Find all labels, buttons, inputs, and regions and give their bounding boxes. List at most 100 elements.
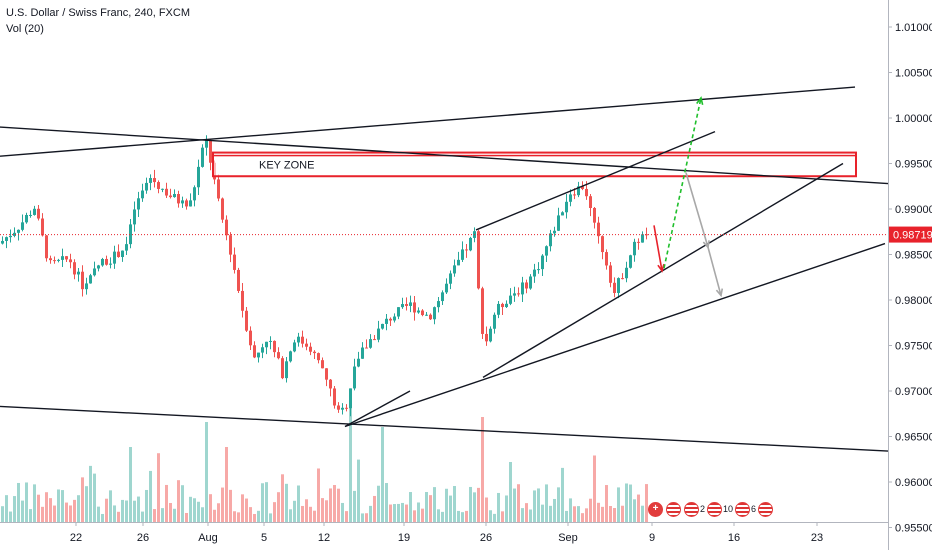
candle-body (217, 179, 220, 199)
us-flag-icon[interactable] (735, 501, 751, 517)
us-flag-icon[interactable] (666, 501, 681, 517)
volume-bar (425, 492, 428, 522)
volume-bar (489, 510, 492, 522)
candle-body (469, 237, 472, 251)
volume-bar (297, 485, 300, 522)
time-tick-label: Sep (558, 532, 578, 544)
candle-body (121, 250, 124, 258)
us-flag-icon[interactable] (684, 501, 699, 517)
candle-body (621, 278, 624, 280)
candle-body (53, 260, 56, 262)
volume-bar (253, 513, 256, 522)
green-up-arrow-head (696, 96, 704, 105)
candle-body (169, 195, 172, 198)
volume-bar (349, 407, 352, 522)
candle-body (285, 361, 288, 379)
volume-bar (341, 502, 344, 522)
price-tick-label: 0.97000 (895, 386, 932, 398)
volume-bar (545, 484, 548, 522)
volume-bar (245, 498, 248, 522)
candle-body (341, 407, 344, 410)
us-flag-icon[interactable] (758, 501, 774, 517)
candle-body (41, 218, 44, 236)
time-tick-label: Aug (198, 532, 218, 544)
volume-bar (129, 447, 132, 522)
volume-bar (25, 482, 28, 522)
volume-bar (285, 483, 288, 522)
candle-body (141, 190, 144, 199)
volume-bar (289, 509, 292, 522)
volume-bar (77, 495, 80, 522)
volume-bar (485, 497, 488, 522)
candle-body (137, 198, 140, 210)
volume-bar (437, 509, 440, 522)
us-flag-icon[interactable] (707, 501, 723, 517)
time-tick-label: 26 (480, 532, 492, 544)
candle-body (289, 351, 292, 362)
candle-body (521, 282, 524, 295)
candle-body (17, 229, 20, 233)
volume-bar (457, 510, 460, 522)
candle-body (365, 347, 368, 349)
volume-bar (185, 512, 188, 522)
candle-body (637, 241, 640, 243)
candle-body (505, 303, 508, 308)
volume-bar (181, 485, 184, 522)
candle-body (457, 259, 460, 266)
volume-bar (241, 494, 244, 522)
candle-body (525, 282, 528, 289)
candle-body (269, 340, 272, 342)
candle-body (85, 283, 88, 290)
volume-bar (429, 495, 432, 522)
candle-body (101, 258, 104, 266)
volume-bar (445, 488, 448, 522)
swiss-flag-icon[interactable]: + (648, 501, 663, 517)
volume-bar (373, 495, 376, 522)
candle-body (601, 236, 604, 253)
volume-bar (161, 508, 164, 522)
volume-bar (585, 508, 588, 522)
volume-bar (45, 492, 48, 522)
volume-bar (361, 513, 364, 522)
volume-bar (5, 495, 8, 522)
candle-body (377, 328, 380, 340)
volume-bar (49, 498, 52, 522)
volume-bar (441, 511, 444, 522)
candle-body (533, 269, 536, 277)
candle-body (261, 347, 264, 353)
candle-body (625, 267, 628, 279)
volume-bar (1, 506, 4, 522)
candle-body (113, 251, 116, 264)
volume-bar (261, 483, 264, 522)
candle-body (257, 352, 260, 358)
volume-bar (157, 453, 160, 522)
candle-body (65, 256, 68, 260)
volume-bar (473, 492, 476, 522)
volume-bar (417, 502, 420, 522)
time-axis-bg (0, 522, 888, 550)
candle-body (441, 292, 444, 302)
candle-body (153, 178, 156, 183)
volume-bar (281, 474, 284, 522)
volume-bar (549, 505, 552, 522)
candle-body (37, 208, 40, 219)
volume-bar (233, 511, 236, 522)
gray-arrow-2-head (715, 288, 724, 298)
volume-bar (345, 511, 348, 522)
candle-body (305, 343, 308, 347)
volume-bar (393, 504, 396, 522)
price-axis: 1.01000 1.00500 1.00000 0.99500 0.99000 0.985… (888, 0, 932, 550)
candle-body (609, 265, 612, 283)
volume-bar (553, 498, 556, 522)
volume-bar (197, 501, 200, 522)
volume-bar (413, 510, 416, 522)
volume-bar (617, 487, 620, 522)
candle-body (429, 314, 432, 320)
candle-body (225, 219, 228, 236)
current-price-label: 0.98719 (893, 230, 932, 242)
volume-bar (305, 499, 308, 522)
symbol-title: U.S. Dollar / Swiss Franc, 240, FXCM (6, 7, 190, 19)
volume-bar (621, 505, 624, 522)
candle-body (433, 307, 436, 320)
